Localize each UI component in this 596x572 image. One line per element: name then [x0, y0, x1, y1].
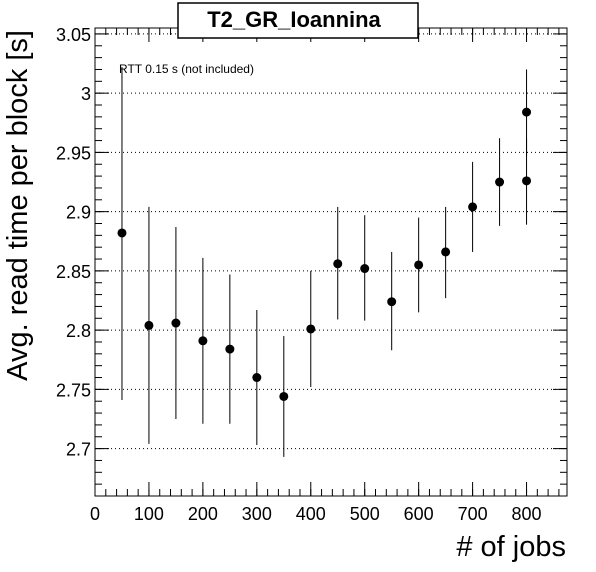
plot-frame — [94, 27, 568, 497]
data-point — [252, 373, 262, 383]
x-tick-label: 0 — [90, 504, 100, 524]
data-point — [468, 202, 478, 212]
grid-lines — [95, 33, 567, 450]
rtt-annotation: RTT 0.15 s (not included) — [119, 62, 254, 76]
y-tick-label: 3 — [81, 84, 91, 104]
y-tick-label: 2.75 — [56, 380, 91, 400]
x-tick-label: 500 — [350, 504, 380, 524]
y-axis-ticks: 2.7 2.75 2.8 2.85 2.9 2.95 3 3.05 — [56, 25, 567, 497]
data-point — [198, 336, 208, 346]
x-tick-label: 800 — [512, 504, 542, 524]
y-tick-label: 2.7 — [66, 440, 91, 460]
data-point — [225, 344, 235, 354]
x-tick-label: 700 — [458, 504, 488, 524]
y-axis-title: Avg. read time per block [s] — [2, 30, 34, 381]
data-point — [144, 320, 154, 330]
data-point — [306, 324, 316, 334]
data-point — [333, 259, 343, 269]
x-axis-ticks: 0 100 200 300 400 500 600 700 800 — [90, 28, 560, 524]
y-tick-label: 3.05 — [56, 25, 91, 45]
x-tick-label: 600 — [404, 504, 434, 524]
data-point — [279, 391, 289, 401]
x-tick-label: 300 — [242, 504, 272, 524]
data-point — [495, 177, 505, 187]
data-point — [441, 247, 451, 257]
data-point — [171, 318, 181, 328]
x-tick-label: 100 — [134, 504, 164, 524]
x-tick-label: 200 — [188, 504, 218, 524]
x-tick-label: 400 — [296, 504, 326, 524]
data-point — [522, 176, 532, 186]
data-point — [360, 264, 370, 274]
y-tick-label: 2.8 — [66, 321, 91, 341]
y-tick-label: 2.9 — [66, 203, 91, 223]
data-point — [117, 228, 127, 238]
y-tick-label: 2.85 — [56, 262, 91, 282]
data-point — [387, 297, 397, 307]
x-axis-title: # of jobs — [456, 531, 566, 563]
title-box — [177, 2, 419, 39]
data-point — [522, 107, 532, 117]
y-tick-label: 2.95 — [56, 143, 91, 163]
chart-title: T2_GR_Ioannina — [207, 7, 381, 32]
data-point — [414, 260, 424, 270]
data-points — [117, 67, 532, 457]
